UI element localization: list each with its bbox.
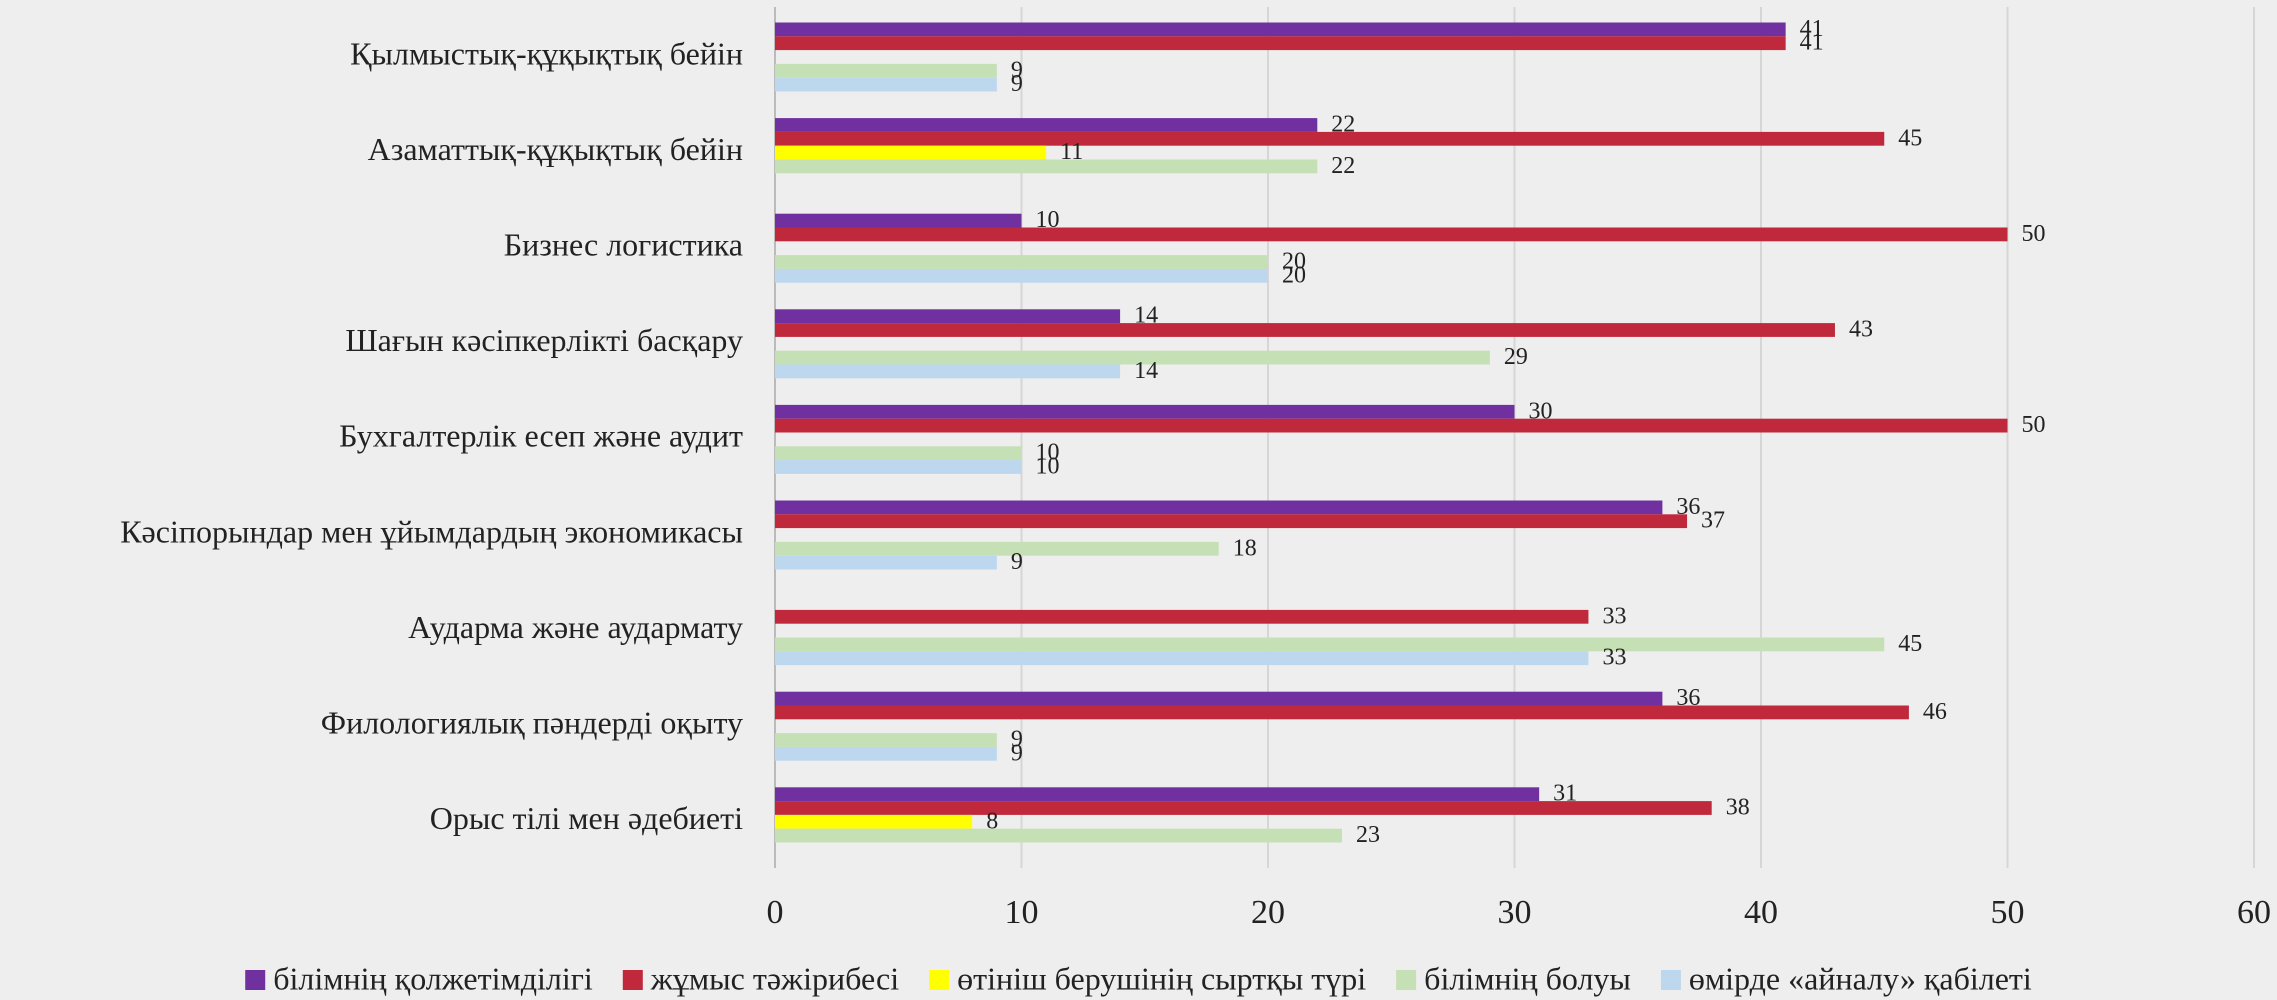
data-label: 11 — [1060, 139, 1083, 165]
y-tick-label: Бухгалтерлік есеп және аудит — [339, 418, 743, 454]
data-label: 33 — [1602, 603, 1626, 629]
bar — [775, 36, 1786, 51]
x-tick-label: 20 — [1251, 894, 1285, 931]
bar — [775, 460, 1022, 474]
bar — [775, 227, 2008, 242]
bar — [775, 63, 997, 78]
bar — [775, 691, 1663, 706]
bar — [775, 500, 1663, 515]
bar — [775, 446, 1022, 461]
data-label: 46 — [1923, 699, 1947, 725]
y-tick-label: Шағын кәсіпкерлікті басқару — [345, 322, 743, 358]
bar — [775, 404, 1515, 419]
data-label: 41 — [1800, 30, 1824, 56]
legend-label: өмірде «айналу» қабілеті — [1689, 960, 2032, 996]
bar — [775, 705, 1909, 720]
bar — [775, 555, 997, 570]
data-label: 50 — [2022, 412, 2046, 438]
legend-swatch — [1660, 970, 1681, 990]
data-label: 10 — [1036, 454, 1060, 480]
bar — [775, 418, 2008, 433]
bar — [775, 77, 997, 92]
data-label: 41 — [1800, 16, 1824, 42]
bar — [775, 309, 1121, 324]
data-label: 10 — [1036, 440, 1060, 466]
data-label: 9 — [1011, 57, 1023, 83]
legend-label: білімнің қолжетімділігі — [273, 960, 593, 996]
x-tick-label: 0 — [767, 894, 784, 931]
x-tick-label: 60 — [2237, 894, 2271, 931]
data-label: 18 — [1233, 535, 1257, 561]
x-tick-label: 50 — [1991, 894, 2025, 931]
legend-label: білімнің болуы — [1424, 960, 1631, 996]
legend-label: жұмыс тәжірибесі — [650, 960, 899, 996]
bar — [775, 733, 997, 747]
legend-swatch — [245, 970, 266, 990]
y-tick-label: Филологиялық пәндерді оқыту — [321, 705, 743, 741]
data-label: 37 — [1701, 508, 1725, 534]
x-tick-label: 10 — [1005, 894, 1039, 931]
bar — [775, 213, 1022, 228]
x-tick-label: 30 — [1498, 894, 1532, 931]
data-label: 9 — [1011, 71, 1023, 97]
data-label: 8 — [986, 808, 998, 834]
data-label: 38 — [1726, 795, 1750, 821]
data-label: 45 — [1898, 631, 1922, 657]
legend-label: өтініш берушінің сыртқы түрі — [957, 960, 1366, 996]
data-label: 29 — [1504, 344, 1528, 370]
bar — [775, 828, 1342, 843]
bar — [775, 814, 973, 829]
bar — [775, 651, 1589, 666]
y-tick-label: Орыс тілі мен әдебиеті — [430, 800, 743, 836]
x-tick-label: 40 — [1744, 894, 1778, 931]
y-tick-label: Бизнес логистика — [504, 227, 743, 263]
bar — [775, 801, 1712, 815]
bar — [775, 350, 1490, 365]
legend-swatch — [622, 970, 643, 990]
data-label: 33 — [1602, 645, 1626, 671]
bar — [775, 609, 1589, 624]
bar — [775, 118, 1318, 132]
bar — [775, 22, 1786, 37]
bar — [775, 131, 1885, 146]
bar — [775, 255, 1268, 269]
data-label: 43 — [1849, 317, 1873, 343]
data-label: 20 — [1282, 262, 1306, 288]
data-label: 23 — [1356, 822, 1380, 848]
data-label: 50 — [2022, 221, 2046, 247]
bar — [775, 637, 1885, 652]
data-label: 9 — [1011, 549, 1023, 575]
legend-swatch — [929, 970, 950, 990]
bar — [775, 364, 1121, 379]
bar — [775, 541, 1219, 556]
bar — [775, 787, 1540, 802]
legend-swatch — [1396, 970, 1417, 990]
bar — [775, 323, 1835, 337]
data-label: 9 — [1011, 727, 1023, 753]
y-tick-label: Қылмыстық-құқықтық бейін — [350, 35, 743, 71]
bar — [775, 514, 1688, 529]
y-tick-label: Аударма және аудармату — [408, 609, 743, 645]
bar — [775, 145, 1047, 160]
data-label: 9 — [1011, 740, 1023, 766]
data-label: 14 — [1134, 358, 1158, 384]
data-label: 22 — [1331, 153, 1355, 179]
y-tick-label: Азаматтық-құқықтық бейін — [368, 131, 743, 167]
bar — [775, 746, 997, 761]
bar — [775, 268, 1268, 283]
data-label: 20 — [1282, 249, 1306, 275]
data-label: 45 — [1898, 125, 1922, 151]
bar — [775, 159, 1318, 174]
y-tick-label: Кәсіпорындар мен ұйымдардың экономикасы — [120, 513, 743, 549]
